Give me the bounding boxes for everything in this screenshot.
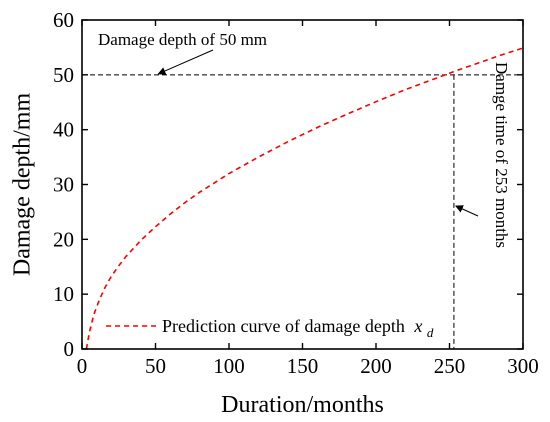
x-tick-label: 250 — [434, 354, 466, 378]
x-tick-label: 100 — [213, 354, 245, 378]
y-tick-label: 50 — [53, 63, 74, 87]
x-tick-label: 200 — [360, 354, 392, 378]
prediction-curve-layer — [85, 47, 524, 350]
prediction-curve-line — [85, 47, 524, 350]
y-tick-label: 30 — [53, 173, 74, 197]
annotation-time-253-arrow — [454, 205, 479, 217]
y-tick-label: 20 — [53, 227, 74, 251]
annotation-depth-50-arrow — [157, 49, 214, 75]
y-tick-label: 60 — [53, 8, 74, 32]
x-tick-label: 0 — [77, 354, 88, 378]
reference-lines — [82, 74, 523, 349]
legend-symbol-subscript: d — [427, 325, 434, 340]
legend-label: Prediction curve of damage depth x d — [162, 316, 434, 340]
axis-tick-labels: 0 50 100 150 200 250 300 0 10 20 30 40 50 60 — [53, 8, 539, 378]
y-tick-label: 10 — [53, 282, 74, 306]
legend: Prediction curve of damage depth x d — [106, 316, 434, 340]
x-axis-title: Duration/months — [221, 392, 384, 418]
annotation-time-253: Damge time of 253 months — [492, 62, 511, 248]
legend-symbol: x — [413, 316, 422, 336]
plot-frame — [81, 19, 524, 350]
y-axis-title: Damage depth/mm — [10, 93, 36, 277]
axis-ticks — [81, 19, 524, 350]
x-tick-label: 50 — [145, 354, 166, 378]
y-tick-label: 40 — [53, 118, 74, 142]
legend-label-text: Prediction curve of damage depth — [162, 316, 405, 336]
x-tick-label: 150 — [287, 354, 319, 378]
annotation-depth-50: Damage depth of 50 mm — [98, 30, 267, 49]
x-tick-label: 300 — [507, 354, 539, 378]
y-tick-label: 0 — [64, 337, 75, 361]
annotations: Damage depth of 50 mm Damge time of 253 … — [98, 30, 511, 248]
